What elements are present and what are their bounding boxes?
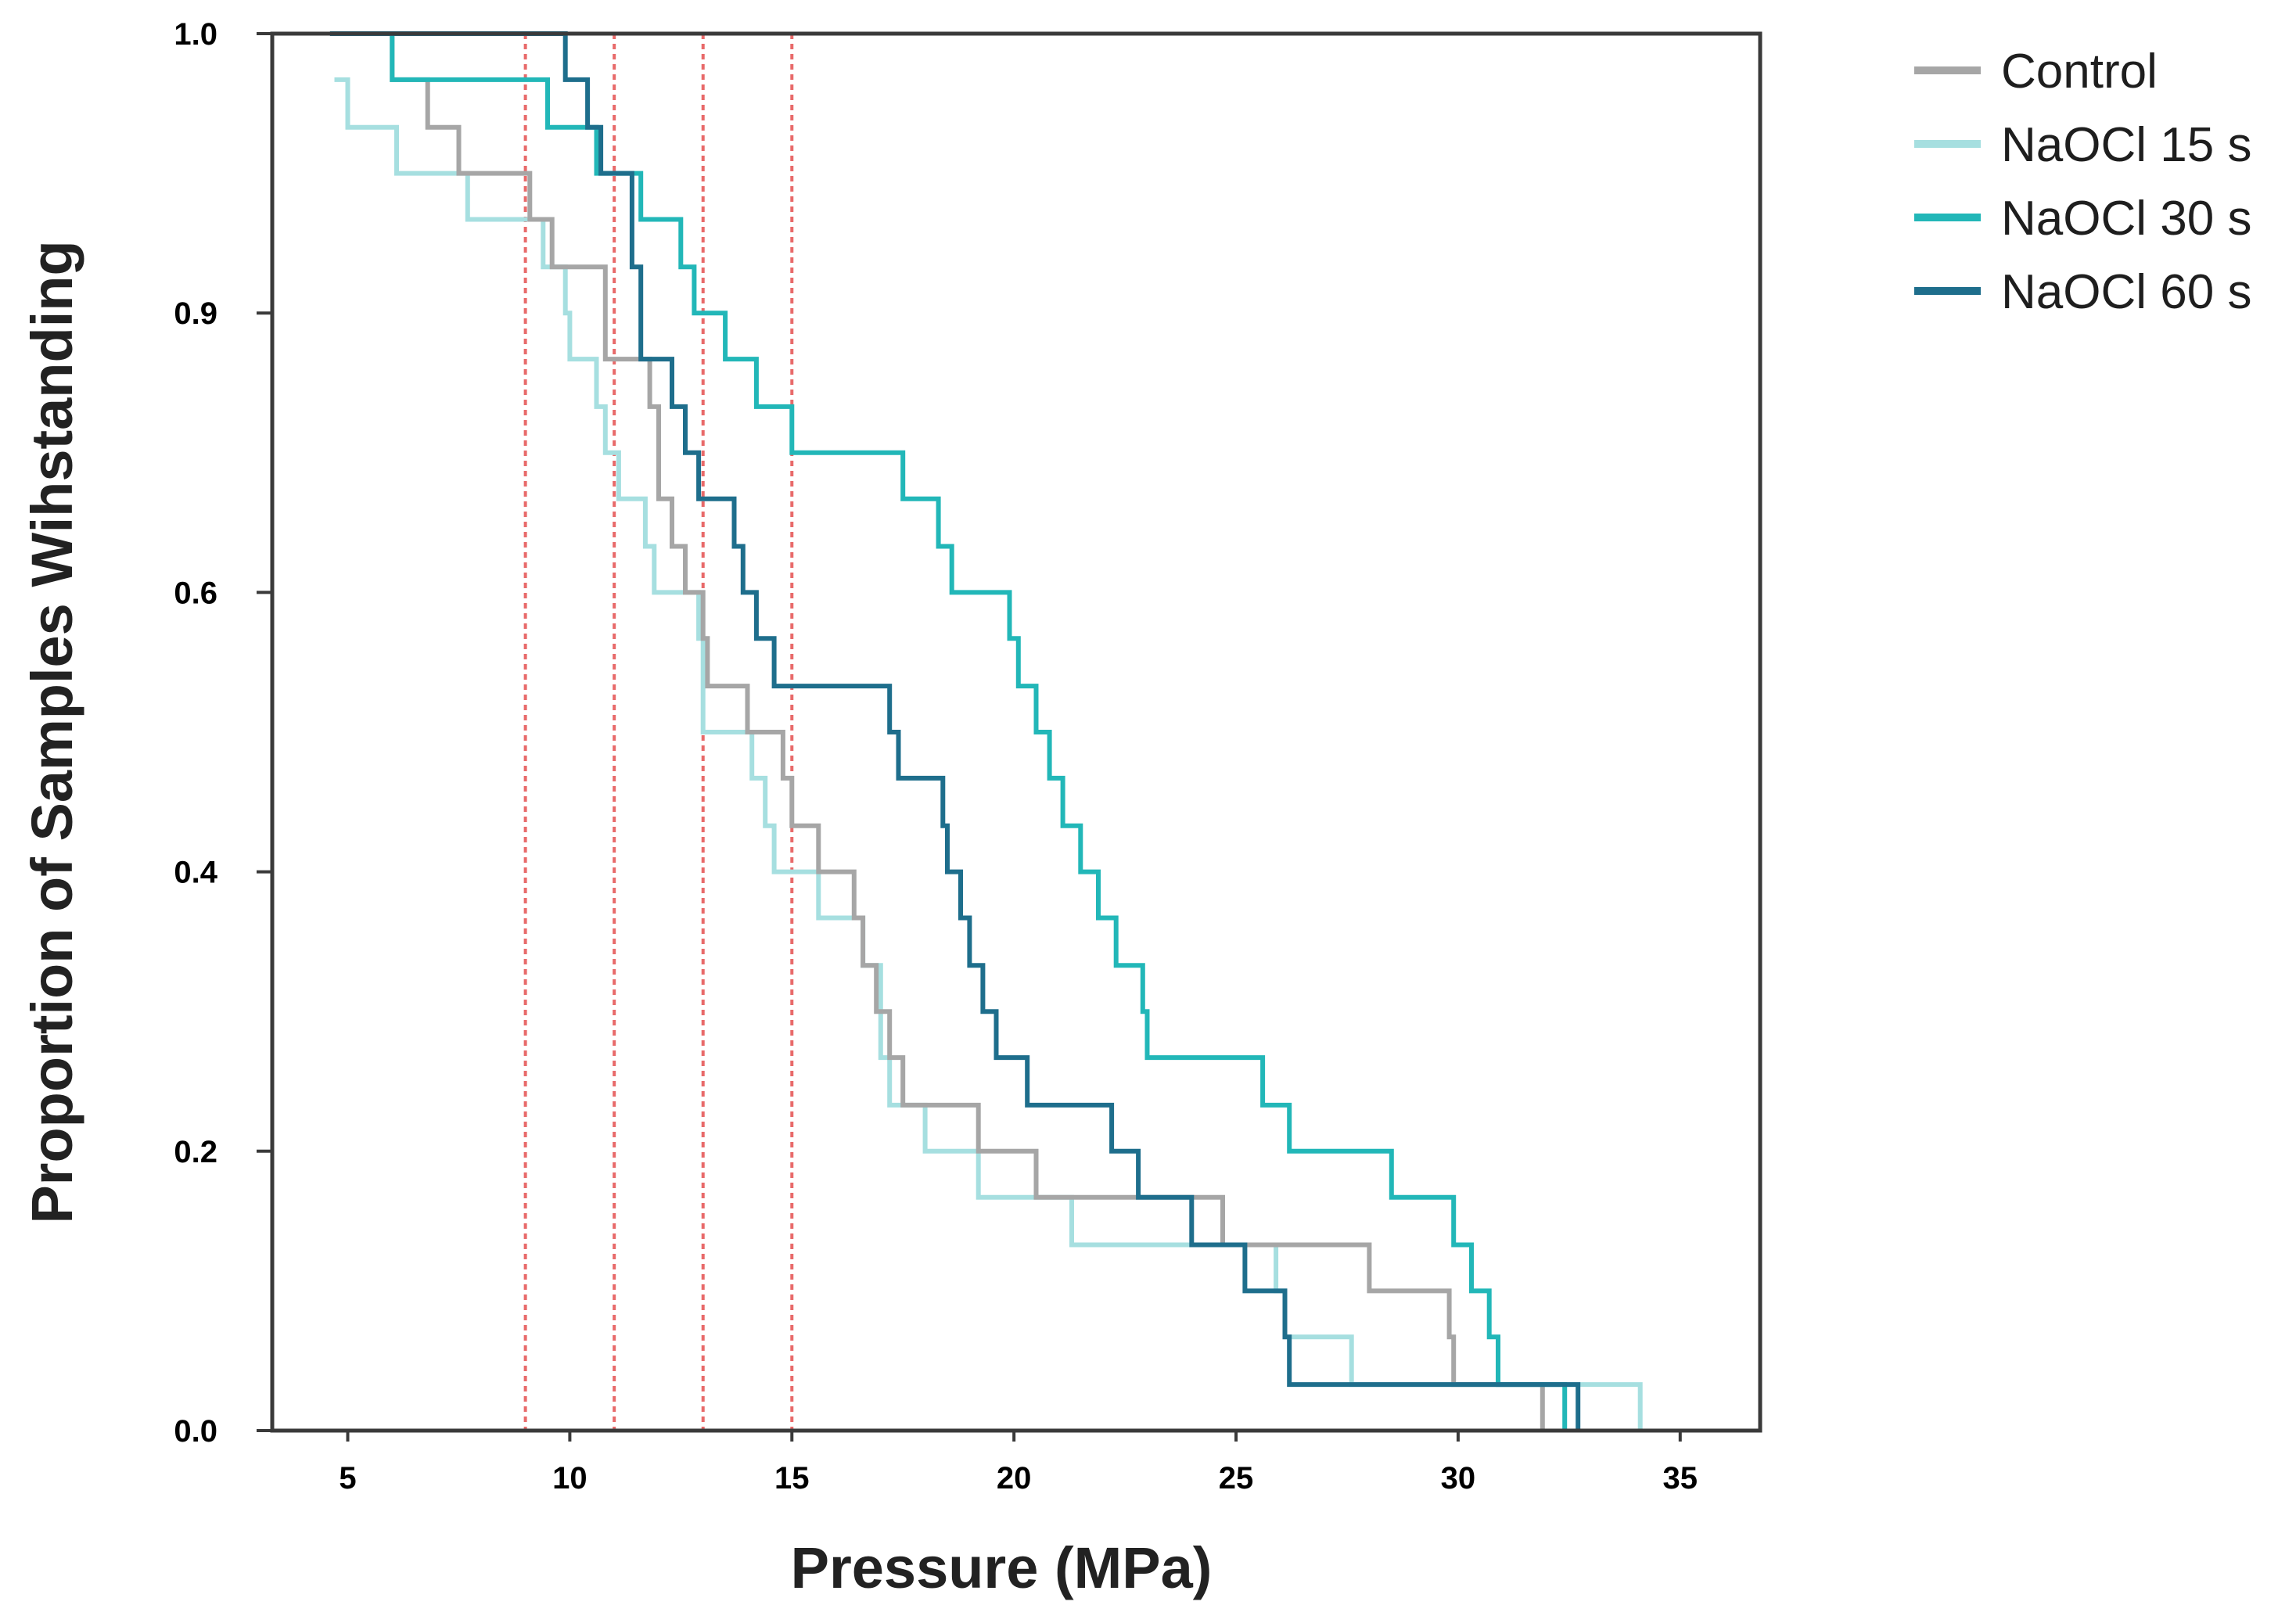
legend-label: NaOCl 60 s: [2001, 265, 2251, 319]
legend-label: NaOCl 15 s: [2001, 118, 2251, 172]
reference-lines: [523, 34, 794, 1431]
y-tick-label: 0.4: [174, 856, 217, 890]
x-axis: 5 10 15 20 25 30 35: [339, 1431, 1698, 1496]
y-tick-label: 0.6: [174, 576, 217, 610]
y-axis-title: Proportion of Samples Wihstanding: [20, 240, 84, 1223]
y-tick-label: 0.9: [174, 296, 217, 331]
legend-label: Control: [2001, 45, 2158, 99]
series-line-naocl-60-s: [329, 31, 1581, 1431]
x-axis-title: Pressure (MPa): [791, 1535, 1213, 1600]
y-tick-label: 1.0: [174, 17, 217, 52]
y-axis: 0.0 0.2 0.4 0.6 0.9 1.0: [174, 17, 272, 1449]
plot-area-frame: [270, 31, 1762, 1433]
x-tick-label: 20: [997, 1461, 1032, 1496]
x-tick-label: 35: [1663, 1461, 1698, 1496]
x-tick-label: 10: [552, 1461, 587, 1496]
legend: Control NaOCl 15 s NaOCl 30 s NaOCl 60 s: [1914, 45, 2251, 319]
x-tick-label: 25: [1219, 1461, 1254, 1496]
y-tick-label: 0.0: [174, 1414, 217, 1449]
x-tick-label: 15: [774, 1461, 810, 1496]
legend-label: NaOCl 30 s: [2001, 192, 2251, 246]
series-layer: [329, 31, 1643, 1431]
x-tick-label: 30: [1441, 1461, 1476, 1496]
series-line-naocl-30-s: [390, 34, 1568, 1431]
y-tick-label: 0.2: [174, 1135, 217, 1169]
x-tick-label: 5: [339, 1461, 356, 1496]
